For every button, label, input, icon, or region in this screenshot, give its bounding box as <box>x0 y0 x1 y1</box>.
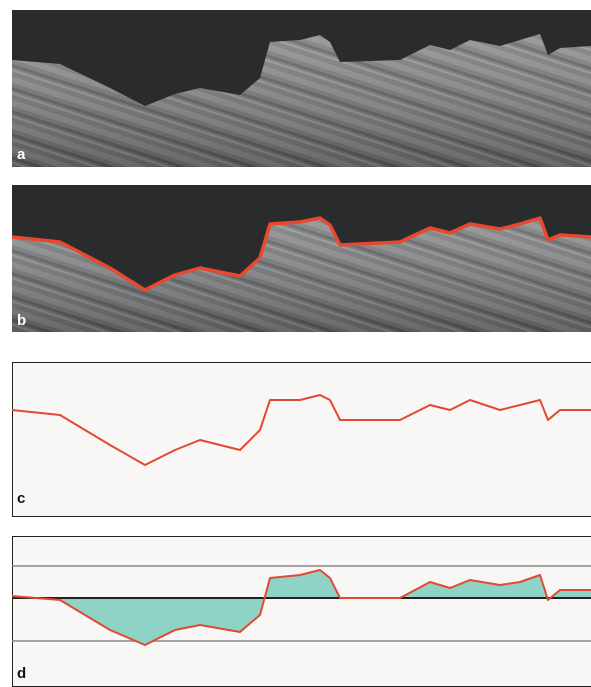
panel-label: c <box>17 490 25 507</box>
panel-label: b <box>17 312 26 329</box>
panel-label: d <box>17 665 26 682</box>
panel-d: d <box>12 537 591 687</box>
panel-b: b <box>12 185 591 332</box>
figure: a b c d <box>0 0 591 687</box>
panel-a: a <box>12 10 591 167</box>
page: a b c d (() => { const data = JSON.parse… <box>0 0 591 687</box>
panel-c: c <box>12 363 591 517</box>
panel-label: a <box>17 146 26 163</box>
